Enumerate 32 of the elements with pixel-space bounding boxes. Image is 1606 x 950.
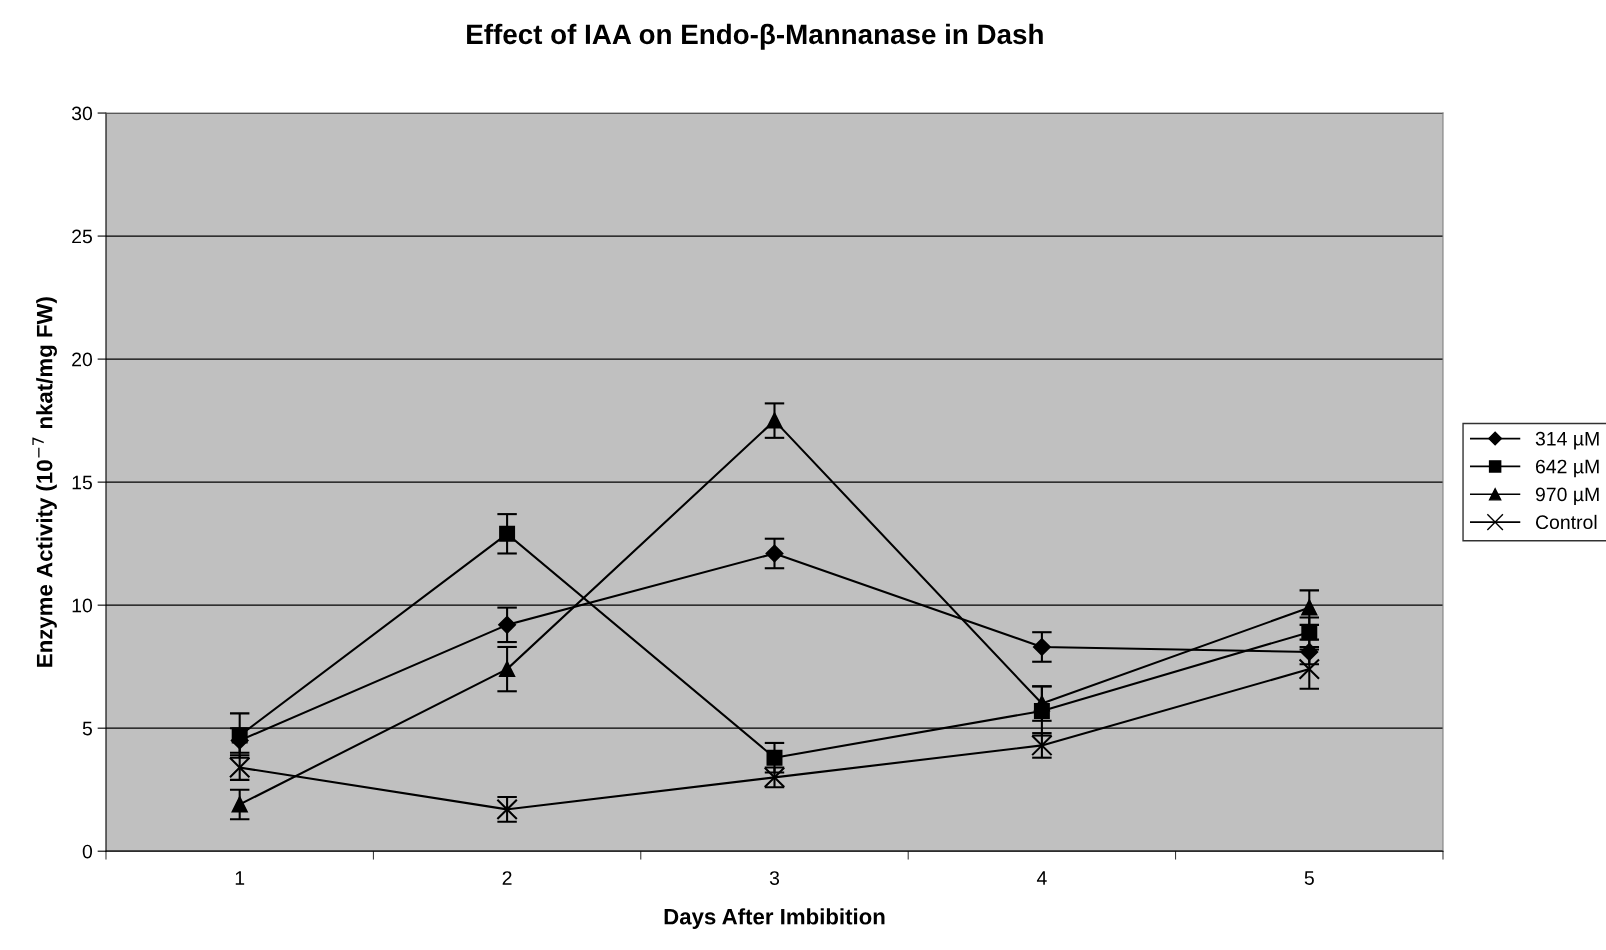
point bbox=[1298, 658, 1321, 680]
y-tick-label: 20 bbox=[72, 352, 93, 367]
point bbox=[1300, 643, 1319, 661]
x-tick-label: 3 bbox=[769, 871, 780, 885]
point bbox=[498, 615, 516, 634]
x-axis-title: Days After Imbibition bbox=[664, 908, 885, 929]
y-tick-label: 0 bbox=[82, 844, 93, 859]
y-tick-label: 15 bbox=[72, 475, 92, 490]
x-tick-label: 1 bbox=[235, 871, 245, 885]
x-tick-label: 4 bbox=[1036, 871, 1047, 885]
point bbox=[499, 661, 516, 678]
x-tick-label: 5 bbox=[1304, 871, 1314, 885]
y-tick-label: 30 bbox=[71, 106, 93, 121]
point bbox=[1033, 702, 1050, 719]
x-tick-label: 2 bbox=[502, 871, 512, 885]
point bbox=[231, 796, 248, 813]
point bbox=[1301, 599, 1318, 616]
point bbox=[766, 749, 783, 766]
point bbox=[765, 544, 784, 563]
legend-label: 970 µM bbox=[1535, 487, 1599, 506]
y-tick-label: 25 bbox=[72, 229, 92, 244]
y-axis-title: Enzyme Activity (10$^{−7}$ nkat/mg FW) bbox=[32, 297, 57, 667]
point bbox=[766, 412, 783, 429]
point bbox=[1301, 624, 1318, 641]
legend-label: Control bbox=[1535, 514, 1597, 530]
y-tick-label: 10 bbox=[72, 598, 93, 613]
legend-label: 314 µM bbox=[1535, 431, 1599, 450]
legend-label: 642 µM bbox=[1535, 459, 1599, 478]
point bbox=[499, 525, 516, 542]
chart-title: Effect of IAA on Endo-β-Mannanase in Dash bbox=[467, 23, 1043, 50]
y-tick-label: 5 bbox=[82, 721, 92, 736]
point bbox=[1033, 638, 1051, 656]
